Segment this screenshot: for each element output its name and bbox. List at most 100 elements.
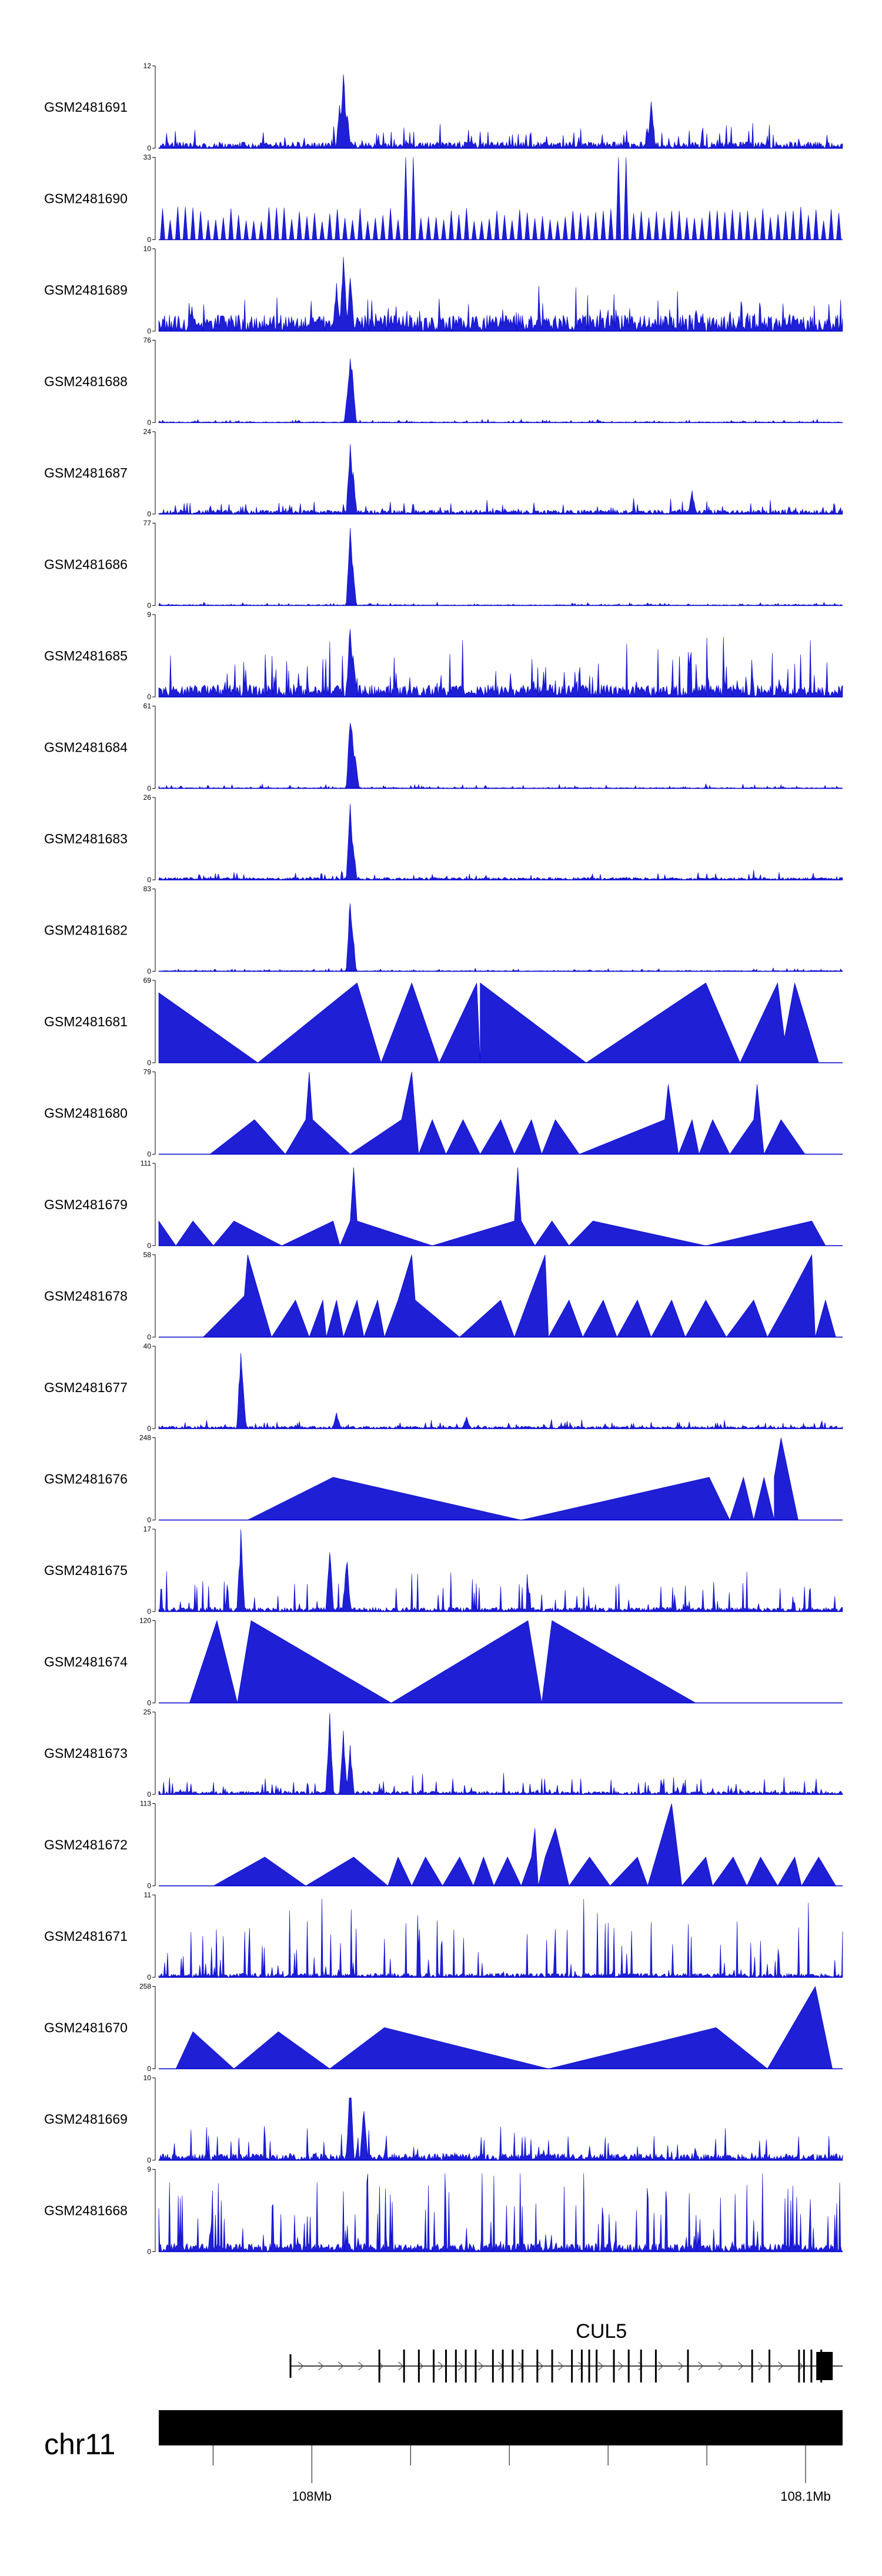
y-min-label: 0 bbox=[147, 1424, 151, 1433]
y-min-label: 0 bbox=[147, 1516, 151, 1524]
y-min-label: 0 bbox=[147, 1059, 151, 1067]
strand-arrow bbox=[438, 2361, 444, 2371]
coverage-area bbox=[158, 444, 843, 515]
coverage-area bbox=[158, 256, 843, 332]
strand-arrow bbox=[658, 2361, 664, 2371]
track-label: GSM2481683 bbox=[44, 831, 128, 846]
coverage-area bbox=[248, 1437, 799, 1521]
track-label: GSM2481691 bbox=[44, 99, 128, 115]
exon-block bbox=[588, 2350, 590, 2383]
track-label: GSM2481673 bbox=[44, 1746, 128, 1761]
y-max-label: 26 bbox=[143, 793, 152, 802]
y-min-label: 0 bbox=[147, 2156, 151, 2164]
exon-block bbox=[536, 2350, 539, 2383]
y-max-label: 113 bbox=[140, 1800, 151, 1808]
y-max-label: 10 bbox=[143, 2074, 152, 2082]
y-min-label: 0 bbox=[147, 602, 151, 610]
strand-arrow bbox=[618, 2361, 624, 2371]
strand-arrow bbox=[678, 2361, 684, 2371]
y-max-label: 24 bbox=[143, 428, 152, 436]
exon-block bbox=[417, 2350, 420, 2383]
track-label: GSM2481684 bbox=[44, 740, 128, 755]
strand-arrow bbox=[558, 2361, 564, 2371]
exon-block bbox=[445, 2350, 447, 2383]
strand-arrow bbox=[578, 2361, 584, 2371]
y-max-label: 69 bbox=[143, 976, 152, 985]
coverage-area bbox=[158, 358, 843, 423]
exon-block bbox=[522, 2350, 524, 2383]
y-min-label: 0 bbox=[147, 1790, 151, 1798]
track-label: GSM2481689 bbox=[44, 282, 128, 298]
exon-block bbox=[512, 2350, 514, 2383]
coverage-area bbox=[209, 1072, 806, 1155]
exon-block bbox=[289, 2354, 292, 2378]
y-min-label: 0 bbox=[147, 1242, 151, 1250]
exon-block bbox=[803, 2350, 805, 2383]
exon-block bbox=[502, 2350, 504, 2383]
coverage-area bbox=[189, 1620, 697, 1703]
coverage-area bbox=[158, 803, 843, 880]
strand-arrow bbox=[718, 2361, 724, 2371]
y-min-label: 0 bbox=[147, 419, 151, 427]
y-max-label: 9 bbox=[147, 610, 151, 619]
coverage-area bbox=[212, 1803, 836, 1887]
strand-arrow bbox=[298, 2361, 304, 2371]
coverage-area bbox=[175, 1986, 833, 2069]
gene-name: CUL5 bbox=[576, 2320, 627, 2343]
coverage-area bbox=[158, 723, 843, 789]
strand-arrow bbox=[318, 2361, 324, 2371]
track-label: GSM2481676 bbox=[44, 1471, 128, 1487]
strand-arrow bbox=[698, 2361, 704, 2371]
y-min-label: 0 bbox=[147, 1607, 151, 1616]
coverage-area bbox=[158, 1167, 826, 1246]
strand-arrow bbox=[458, 2361, 464, 2371]
coverage-area bbox=[158, 1529, 843, 1612]
track-label: GSM2481672 bbox=[44, 1837, 128, 1853]
exon-block bbox=[687, 2350, 689, 2383]
track-label: GSM2481670 bbox=[44, 2020, 128, 2036]
track-label: GSM2481671 bbox=[44, 1928, 128, 1944]
y-max-label: 76 bbox=[143, 336, 152, 345]
chromosome-bar bbox=[159, 2410, 843, 2445]
strand-arrow bbox=[398, 2361, 404, 2371]
y-max-label: 248 bbox=[139, 1434, 151, 1442]
track-label: GSM2481677 bbox=[44, 1380, 128, 1395]
exon-block bbox=[433, 2350, 435, 2383]
track-label: GSM2481687 bbox=[44, 465, 128, 481]
axis-tick-label: 108Mb bbox=[292, 2489, 332, 2504]
track-label: GSM2481678 bbox=[44, 1289, 128, 1304]
track-label: GSM2481668 bbox=[44, 2203, 128, 2218]
track-label: GSM2481674 bbox=[44, 1654, 128, 1670]
coverage-area bbox=[159, 157, 843, 240]
exon-block bbox=[492, 2350, 494, 2383]
y-max-label: 25 bbox=[143, 1708, 152, 1716]
strand-arrow bbox=[598, 2361, 604, 2371]
chromosome-label: chr11 bbox=[44, 2428, 115, 2461]
track-label: GSM2481679 bbox=[44, 1197, 128, 1212]
y-min-label: 0 bbox=[147, 1882, 151, 1890]
strand-arrow bbox=[738, 2361, 744, 2371]
y-min-label: 0 bbox=[147, 1973, 151, 1981]
axis-tick-label: 108.1Mb bbox=[780, 2489, 831, 2504]
coverage-area bbox=[202, 1254, 836, 1338]
y-min-label: 0 bbox=[147, 693, 151, 701]
y-min-label: 0 bbox=[147, 1150, 151, 1159]
strand-arrow bbox=[338, 2361, 344, 2371]
coverage-area bbox=[158, 528, 843, 606]
y-max-label: 17 bbox=[143, 1525, 152, 1533]
exon-block bbox=[654, 2350, 657, 2383]
y-min-label: 0 bbox=[147, 967, 151, 976]
exon-block bbox=[769, 2350, 771, 2383]
y-max-label: 83 bbox=[143, 885, 152, 893]
exon-block bbox=[580, 2350, 583, 2383]
y-max-label: 258 bbox=[139, 1983, 151, 1991]
exon-block bbox=[816, 2352, 833, 2380]
exon-block bbox=[627, 2350, 630, 2383]
strand-arrow bbox=[758, 2361, 764, 2371]
y-max-label: 111 bbox=[141, 1159, 152, 1167]
strand-arrow bbox=[778, 2361, 784, 2371]
y-min-label: 0 bbox=[147, 510, 151, 518]
exon-block bbox=[475, 2350, 477, 2383]
y-max-label: 61 bbox=[143, 702, 152, 710]
